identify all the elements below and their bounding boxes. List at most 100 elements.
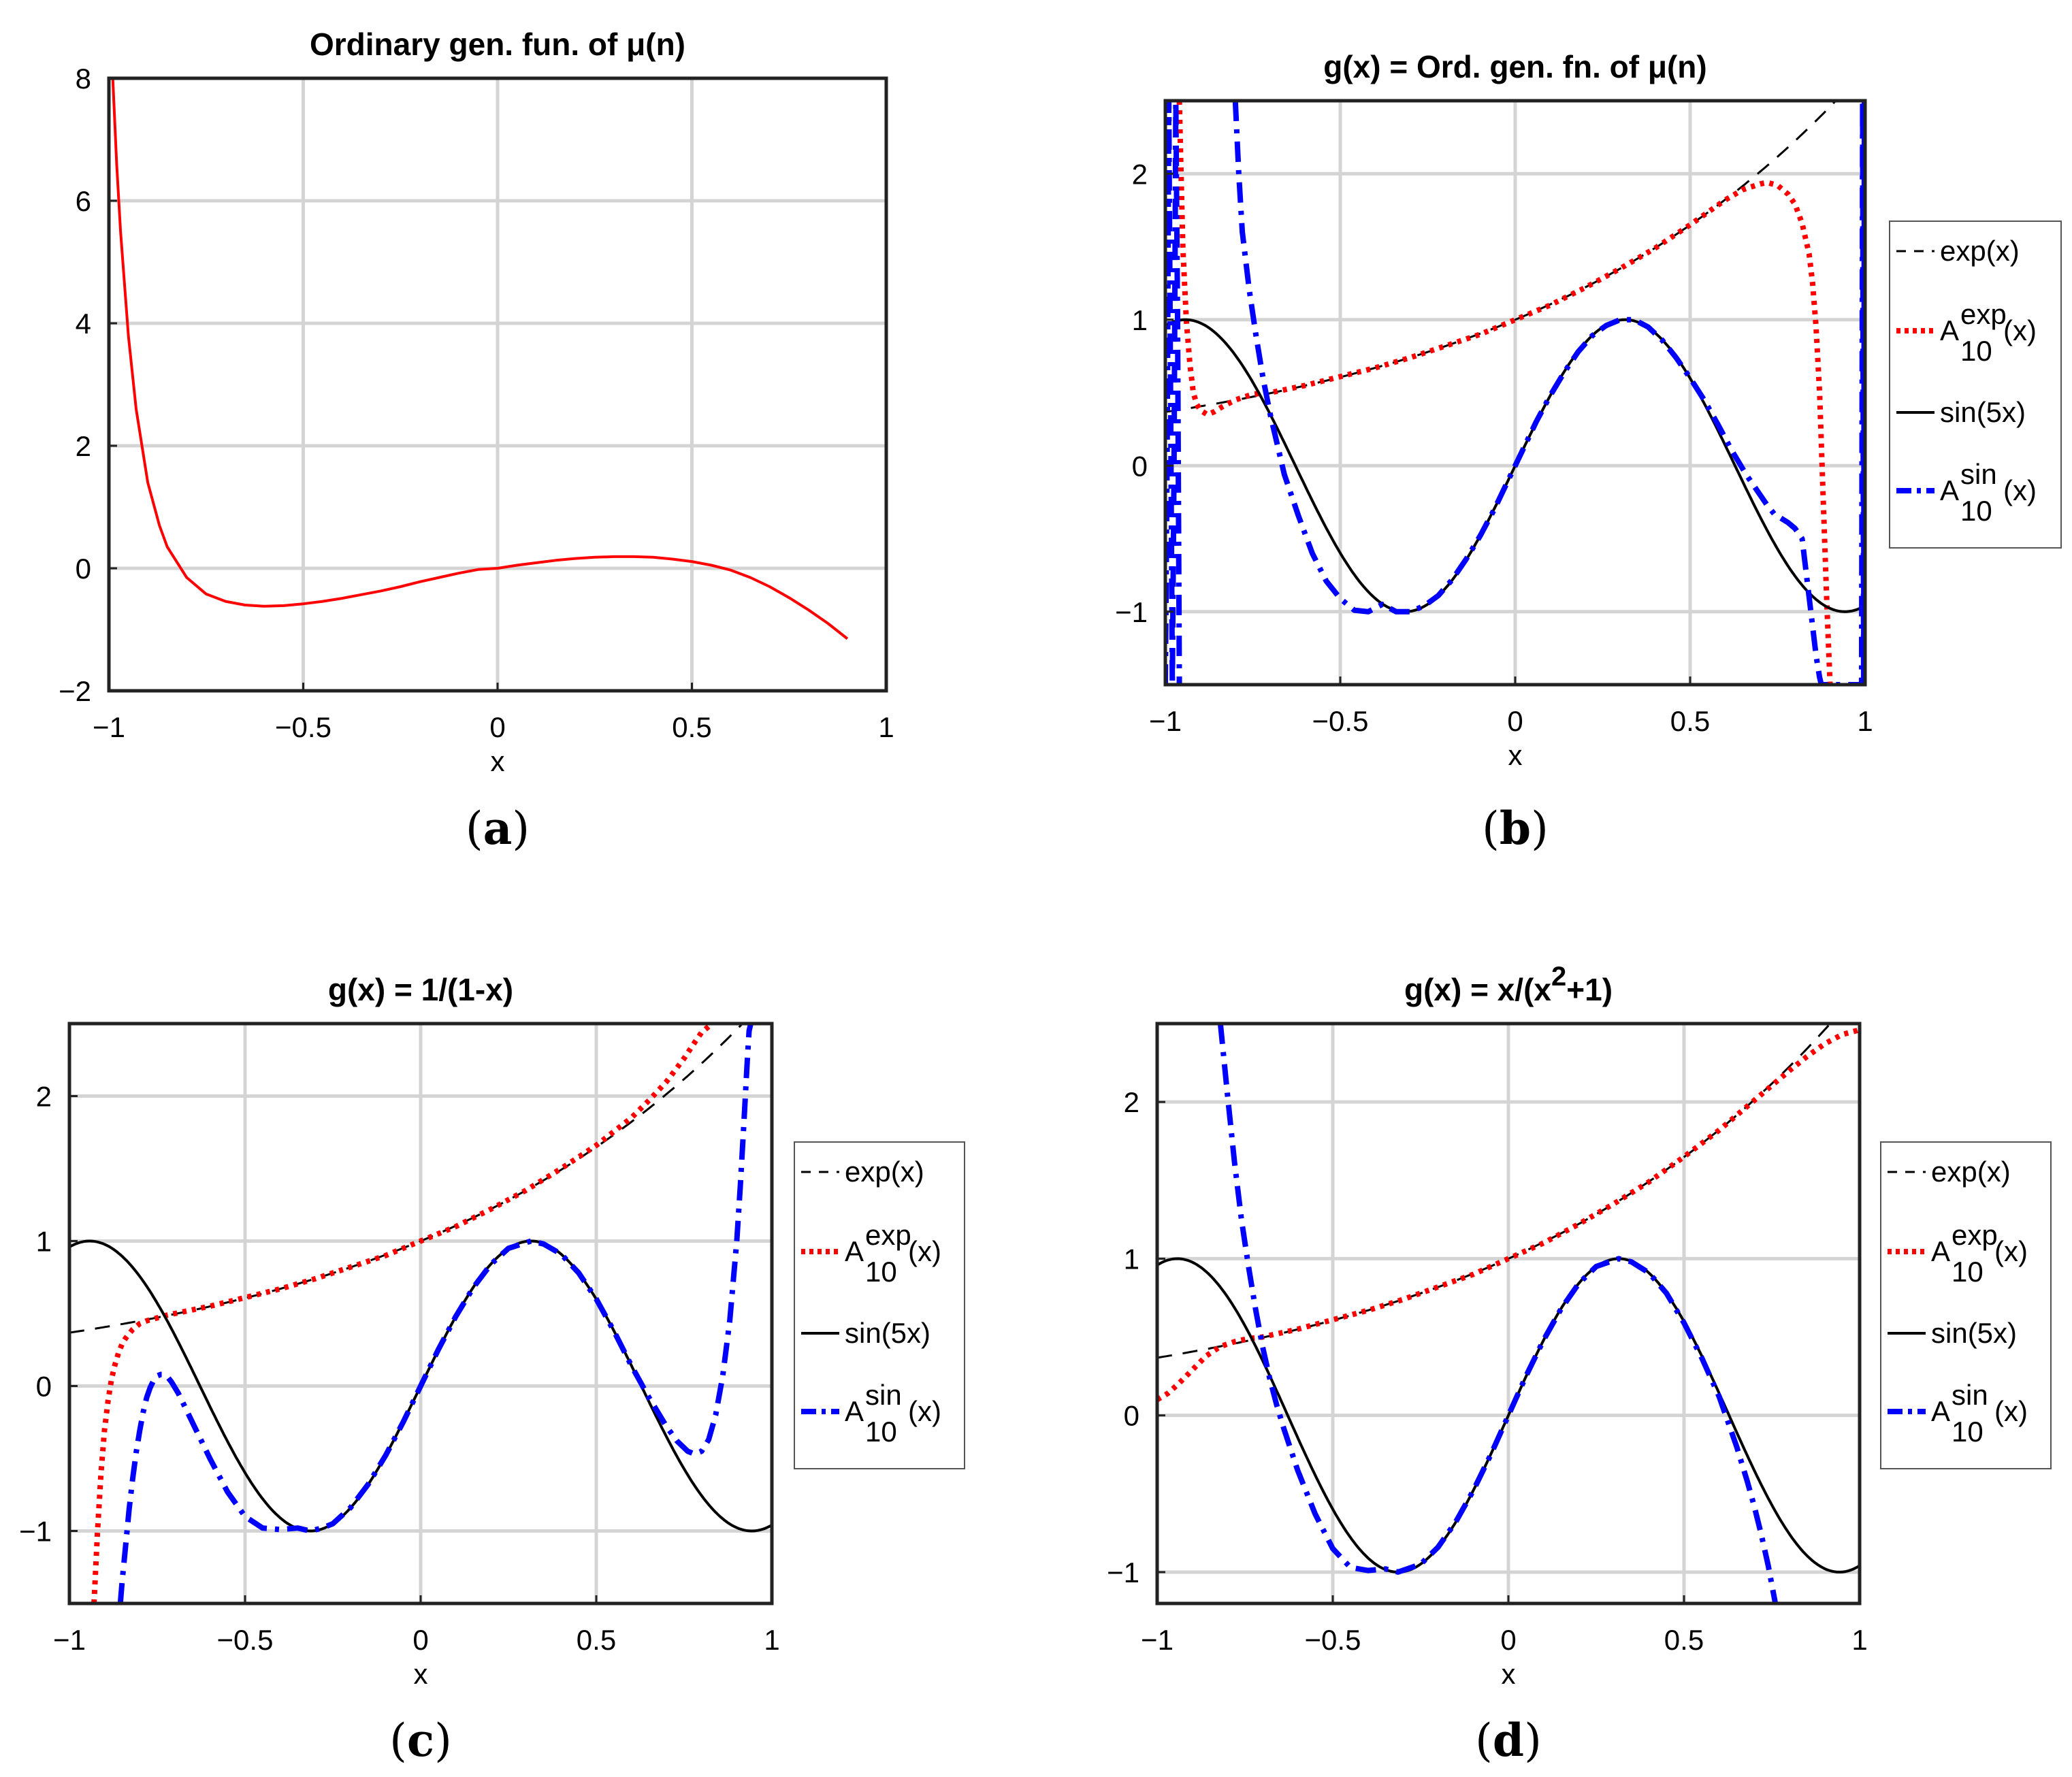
chart-panel-a: −1 −0.5 0 0.5 1 −2 0 2 4 6 8 x Ordinary gen. fun. of… [59,27,894,855]
y-tick-label: 4 [76,308,91,340]
legend-label-approx-sin-sub: 10 [1960,495,1992,527]
x-tick-label: 0.5 [1670,705,1710,737]
x-tick-label: 0 [412,1624,428,1656]
x-axis-label: x [1502,1658,1516,1690]
panel-caption: (b) [1482,802,1549,855]
panel-caption: (c) [389,1714,452,1767]
legend-label-exp: exp(x) [1931,1156,2011,1188]
x-tick-label: −1 [93,711,125,743]
legend-label-approx-exp-sub: 10 [1952,1256,1984,1288]
x-tick-label: −0.5 [217,1624,274,1656]
legend-label-exp: exp(x) [845,1156,924,1188]
legend-box [794,1141,965,1469]
x-tick-label: 0.5 [577,1624,616,1656]
x-tick-label: 0 [489,711,505,743]
legend-label-sin: sin(5x) [845,1317,930,1349]
series-line-b-3 [1165,101,1865,685]
legend-label-approx-sin-tail: (x) [1994,1395,2028,1427]
y-tick-label: 0 [1132,450,1148,482]
series-line-b-1 [1176,101,1833,685]
plot-area [111,78,849,640]
y-tick-label: 0 [36,1371,52,1403]
legend-label-approx-exp-sup: exp [865,1219,911,1251]
legend-label-approx-sin-sub: 10 [1952,1416,1984,1448]
series-line-d-0 [1157,1024,1831,1359]
legend-label-approx-sin: A [1940,474,1959,506]
x-axis-label: x [491,745,505,777]
y-tick-label: 2 [1124,1086,1139,1118]
legend-label-approx-exp: A [1940,314,1959,346]
x-axis-label: x [1508,739,1523,771]
x-tick-label: 1 [1851,1624,1867,1656]
y-tick-label: 6 [76,185,91,217]
x-tick-label: 0.5 [672,711,711,743]
legend-label-sin: sin(5x) [1931,1317,2017,1349]
y-tick-label: 1 [1124,1243,1139,1275]
x-tick-label: 1 [764,1624,779,1656]
x-tick-label: −0.5 [1305,1624,1361,1656]
series-line-c-3 [117,1024,754,1603]
series-line-a-0 [111,78,849,640]
plot-area [1165,101,1865,685]
legend-label-approx-sin-sub: 10 [865,1416,897,1448]
legend-label-approx-exp-sub: 10 [865,1256,897,1288]
legend-label-approx-sin-sup: sin [1960,458,1997,490]
legend-label-approx-sin: A [1931,1395,1950,1427]
x-tick-label: 0 [1507,705,1523,737]
legend-label-approx-sin-sup: sin [865,1379,902,1411]
y-tick-label: 1 [36,1226,52,1258]
panel-caption: (d) [1475,1714,1542,1767]
x-tick-label: 1 [878,711,894,743]
chart-panel-b: −1 −0.5 0 0.5 1 −1 0 1 2 x g(x) = Ord. gen. fn. of… [1115,49,2062,855]
chart-title: g(x) = x/(x2+1) [1404,962,1613,1007]
y-tick-label: 2 [36,1081,52,1113]
series-line-d-1 [1157,1027,1860,1403]
x-tick-label: −1 [53,1624,86,1656]
legend-label-approx-sin-tail: (x) [908,1395,941,1427]
legend-label-approx-sin-sup: sin [1952,1379,1988,1411]
series-line-c-0 [69,1024,743,1334]
chart-title: g(x) = Ord. gen. fn. of μ(n) [1323,49,1706,84]
series-line-d-2 [1157,1257,1860,1574]
y-tick-label: 0 [76,553,91,585]
y-tick-label: 2 [1132,158,1148,190]
legend-label-approx-exp-sup: exp [1960,298,2007,330]
y-tick-label: −2 [59,675,91,707]
y-tick-label: −1 [1115,596,1148,628]
series-line-d-3 [1217,1024,1779,1603]
x-tick-label: −1 [1141,1624,1173,1656]
legend-label-approx-exp-sub: 10 [1960,335,1992,367]
x-tick-label: 0.5 [1664,1624,1704,1656]
chart-title: g(x) = 1/(1-x) [328,972,513,1007]
x-tick-label: −0.5 [1312,705,1369,737]
legend-label-approx-exp-tail: (x) [908,1235,941,1267]
y-tick-label: −1 [1107,1556,1139,1588]
series-line-b-0 [1165,101,1837,413]
x-tick-label: 1 [1857,705,1873,737]
legend-label-approx-exp: A [1931,1235,1950,1267]
legend-label-approx-exp-sup: exp [1952,1219,1998,1251]
chart-title: Ordinary gen. fun. of μ(n) [310,27,685,62]
x-tick-label: 0 [1500,1624,1516,1656]
x-tick-label: −0.5 [275,711,331,743]
y-tick-label: 0 [1124,1400,1139,1432]
y-tick-label: 2 [76,430,91,462]
plot-area [69,1024,772,1603]
panel-caption: (a) [466,802,530,855]
legend-label-approx-exp: A [845,1235,864,1267]
legend-label-approx-sin-tail: (x) [2003,474,2037,506]
y-tick-label: 8 [76,63,91,95]
legend-label-exp: exp(x) [1940,235,2020,267]
series-line-c-1 [91,1024,714,1603]
x-axis-label: x [414,1658,428,1690]
legend-label-approx-exp-tail: (x) [1994,1235,2028,1267]
legend-label-approx-exp-tail: (x) [2003,314,2037,346]
x-tick-label: −1 [1149,705,1182,737]
legend-label-sin: sin(5x) [1940,396,2026,428]
